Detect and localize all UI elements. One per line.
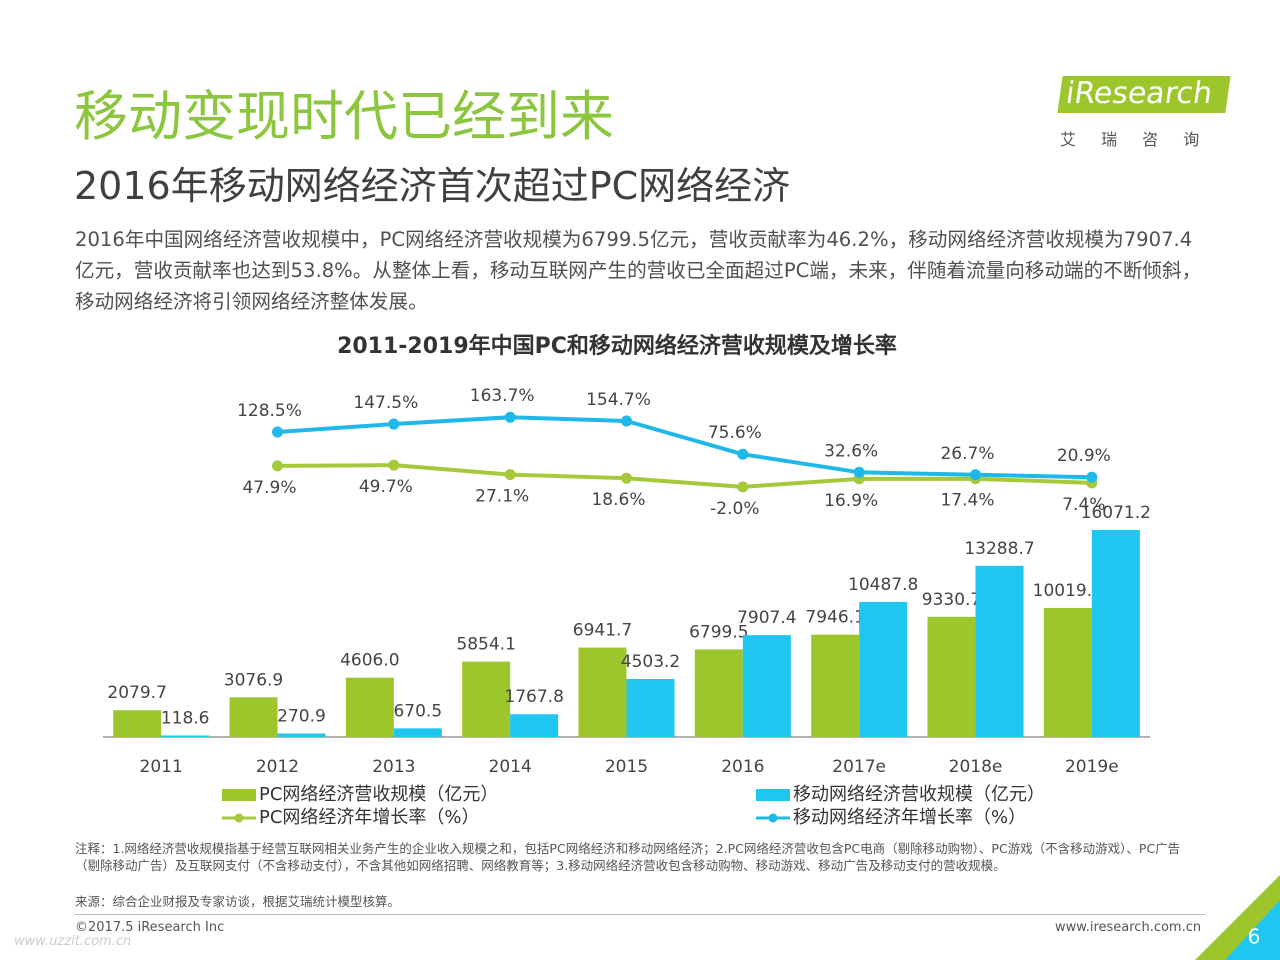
- line: [277, 415, 1092, 480]
- bar: [462, 661, 511, 737]
- legend-swatch: [234, 813, 244, 823]
- bar: [229, 697, 278, 737]
- bar: [578, 647, 627, 737]
- bar-label: 13288.7: [964, 539, 1034, 559]
- point: [621, 415, 632, 427]
- point-label: -2.0%: [710, 499, 759, 519]
- logo-sub: 艾 瑞 咨 询: [1060, 130, 1210, 149]
- legend-label: 移动网络经济营收规模（亿元）: [793, 784, 1045, 805]
- bar-label: 6941.7: [573, 621, 632, 641]
- point-label: 147.5%: [353, 393, 418, 413]
- bar: [345, 677, 394, 737]
- point-label: 16.9%: [824, 491, 878, 511]
- bar-label: 670.5: [393, 701, 442, 721]
- bar: [975, 565, 1024, 737]
- point-label: 49.7%: [359, 477, 413, 497]
- point: [1086, 471, 1098, 483]
- bar-label: 1767.8: [504, 687, 563, 707]
- legend-swatch: [222, 789, 256, 801]
- legend-label: PC网络经济营收规模（亿元）: [259, 784, 498, 805]
- point-label: 7.4%: [1062, 495, 1105, 515]
- x-tick-label: 2011: [140, 757, 183, 777]
- point-label: 47.9%: [242, 478, 296, 498]
- footer-rule: [75, 914, 1205, 915]
- bar-label: 4606.0: [340, 651, 399, 671]
- point: [853, 466, 865, 478]
- point-label: 20.9%: [1057, 446, 1111, 466]
- copyright: ©2017.5 iResearch Inc: [75, 920, 225, 935]
- bar: [927, 616, 976, 737]
- bar-label: 2079.7: [107, 683, 166, 703]
- subtitle: 2016年移动网络经济首次超过PC网络经济: [74, 164, 791, 208]
- point: [272, 460, 283, 472]
- point-label: 163.7%: [470, 386, 535, 406]
- bar: [1091, 529, 1140, 737]
- bar: [626, 678, 675, 737]
- point-label: 27.1%: [475, 487, 529, 507]
- bar-label: 4503.2: [621, 652, 680, 672]
- bar: [742, 635, 791, 737]
- bar: [510, 714, 559, 737]
- bar-label: 16071.2: [1081, 503, 1151, 523]
- bar: [113, 710, 162, 737]
- point: [737, 481, 749, 493]
- bar: [694, 649, 743, 737]
- page-number: 6: [1248, 925, 1261, 949]
- bar-label: 5854.1: [456, 635, 515, 655]
- source: 来源：综合企业财报及专家访谈，根据艾瑞统计模型核算。: [75, 894, 401, 909]
- title: 移动变现时代已经到来: [74, 85, 614, 148]
- x-tick-label: 2015: [605, 757, 648, 777]
- point-label: 18.6%: [591, 490, 645, 510]
- bar: [161, 735, 210, 737]
- x-tick-label: 2018e: [949, 757, 1003, 777]
- line: [277, 463, 1092, 489]
- corner: [1225, 900, 1280, 960]
- legend-label: PC网络经济年增长率（%）: [259, 807, 480, 828]
- legend-swatch: [756, 789, 790, 801]
- point-label: 75.6%: [708, 423, 762, 443]
- x-tick-label: 2016: [721, 757, 764, 777]
- x-tick-label: 2013: [372, 757, 415, 777]
- point-label: 32.6%: [824, 441, 878, 461]
- point-label: 26.7%: [940, 444, 994, 464]
- point: [621, 472, 632, 484]
- point: [272, 426, 283, 438]
- point: [504, 469, 516, 481]
- point: [388, 418, 400, 430]
- legend-label: 移动网络经济年增长率（%）: [793, 807, 1026, 828]
- bar: [859, 601, 908, 737]
- bar-label: 3076.9: [224, 670, 283, 690]
- point: [388, 459, 400, 471]
- bar-label: 7946.1: [805, 608, 864, 628]
- bar-label: 270.9: [277, 707, 326, 727]
- bar: [277, 733, 326, 737]
- point: [737, 448, 749, 460]
- point-label: 17.4%: [940, 491, 994, 511]
- legend-swatch: [768, 813, 778, 823]
- note: 注释：1.网络经济营收规模指基于经营互联网相关业务产生的企业收入规模之和，包括P…: [75, 841, 1181, 873]
- bar-label: 118.6: [161, 708, 210, 728]
- point-label: 128.5%: [237, 401, 302, 421]
- bar: [811, 634, 860, 737]
- x-tick-label: 2012: [256, 757, 299, 777]
- x-tick-label: 2014: [489, 757, 532, 777]
- chart-title: 2011-2019年中国PC和移动网络经济营收规模及增长率: [337, 333, 897, 359]
- point-label: 154.7%: [586, 390, 651, 410]
- point: [504, 411, 516, 423]
- bar: [1043, 607, 1092, 737]
- watermark: www.uzzit.com.cn: [14, 934, 132, 949]
- bar-label: 6799.5: [689, 622, 748, 642]
- bar-label: 10019.5: [1033, 581, 1103, 601]
- body-text: 2016年中国网络经济营收规模中，PC网络经济营收规模为6799.5亿元，营收贡…: [75, 228, 1202, 313]
- bar-label: 10487.8: [848, 575, 918, 595]
- bar-label: 9330.7: [922, 590, 981, 610]
- url: www.iresearch.com.cn: [1055, 920, 1202, 935]
- x-tick-label: 2019e: [1065, 757, 1119, 777]
- x-tick-label: 2017e: [832, 757, 886, 777]
- point: [970, 469, 981, 481]
- bar-label: 7907.4: [737, 608, 796, 628]
- bar: [393, 728, 442, 737]
